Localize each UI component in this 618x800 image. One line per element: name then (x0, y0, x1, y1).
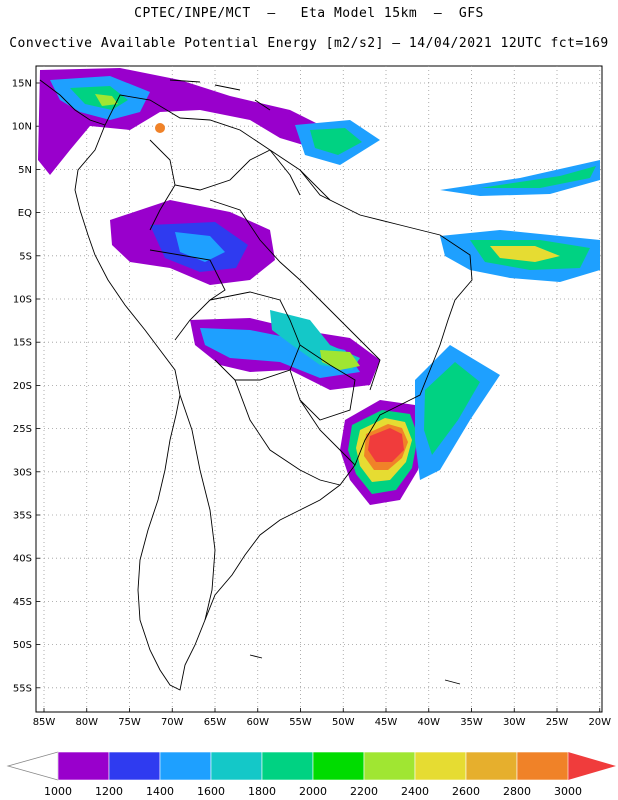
cape-region-caribbean-hot (95, 94, 118, 106)
caribbean-islands (169, 79, 271, 111)
lat-tick-label: 5N (18, 165, 32, 176)
central-america (39, 79, 106, 126)
lon-tick-label: 40W (417, 717, 440, 728)
colorbar-label: 1000 (44, 785, 72, 798)
cape-region-atlantic-south-inner (424, 362, 480, 455)
lon-tick-label: 85W (33, 717, 56, 728)
lon-tick-label: 55W (289, 717, 312, 728)
colorbar-swatch (516, 751, 569, 781)
cape-region-atlantic-east-hot (490, 246, 560, 262)
lat-tick-label: 15N (12, 79, 32, 90)
lat-tick-label: 30S (13, 467, 32, 478)
lon-tick-label: 65W (204, 717, 227, 728)
colorbar-label: 3000 (554, 785, 582, 798)
cape-field (38, 68, 600, 505)
map-frame (35, 65, 603, 713)
longitude-axis: 85W 80W 75W 70W 65W 60W 55W 50W 45W 40W 35W 30W 25W 2… (33, 717, 611, 728)
cape-spot-orange (155, 123, 165, 133)
colorbar-label: 1600 (197, 785, 225, 798)
border-argentina (234, 379, 356, 486)
lat-tick-label: 15S (13, 338, 32, 349)
colorbar-label: 2800 (503, 785, 531, 798)
colorbar-swatch (108, 751, 161, 781)
cape-region-amazon-inner (175, 232, 225, 262)
colorbar-right-arrow (568, 752, 616, 780)
lon-tick-label: 60W (246, 717, 269, 728)
border-brazil-west (209, 199, 381, 391)
colorbar: 1000 1200 1400 1600 1800 2000 2200 2400 2600 2800… (6, 751, 616, 798)
lon-tick-label: 45W (375, 717, 398, 728)
falkland-islands (249, 654, 461, 685)
lat-tick-label: 55S (13, 683, 32, 694)
colorbar-label: 1400 (146, 785, 174, 798)
border-chile (179, 394, 216, 621)
colorbar-label: 2000 (299, 785, 327, 798)
lat-tick-label: 50S (13, 640, 32, 651)
colorbar-swatch (312, 751, 365, 781)
colorbar-label: 1800 (248, 785, 276, 798)
lat-tick-label: EQ (18, 208, 32, 219)
cape-region-ne-coast-inner (310, 128, 362, 155)
lon-tick-label: 75W (118, 717, 141, 728)
colorbar-swatch (210, 751, 263, 781)
colorbar-left-arrow (6, 751, 59, 781)
cape-region-central-core (200, 328, 360, 378)
map-title-line1: CPTEC/INPE/MCT – Eta Model 15km – GFS (134, 6, 484, 21)
colorbar-swatch (363, 751, 416, 781)
border-guianas (269, 149, 331, 201)
lat-tick-label: 40S (13, 554, 32, 565)
colorbar-swatch (57, 751, 110, 781)
colorbar-swatch (159, 751, 212, 781)
map-title-line2: Convective Available Potential Energy [m… (9, 36, 609, 51)
lat-tick-label: 35S (13, 511, 32, 522)
lat-tick-label: 20S (13, 381, 32, 392)
lat-tick-label: 25S (13, 424, 32, 435)
colorbar-label: 2600 (452, 785, 480, 798)
lon-tick-label: 25W (546, 717, 569, 728)
lon-tick-label: 70W (161, 717, 184, 728)
lat-tick-label: 45S (13, 597, 32, 608)
colorbar-swatch (261, 751, 314, 781)
cape-region-south-core (368, 428, 404, 462)
colorbar-swatch (414, 751, 467, 781)
border-peru (149, 249, 226, 341)
lat-tick-label: 10S (13, 295, 32, 306)
cape-region-atlantic-north-inner (480, 166, 596, 188)
lon-tick-label: 20W (588, 717, 611, 728)
cape-region-atlantic-north (440, 160, 600, 196)
latitude-axis: 15N 10N 5N EQ 5S 10S 15S 20S 25S 30S 35S 40S 45S 50S 5… (12, 79, 32, 695)
colorbar-label: 2200 (350, 785, 378, 798)
south-america-coastline (74, 94, 473, 691)
colorbar-swatch (465, 751, 518, 781)
lon-tick-label: 50W (332, 717, 355, 728)
lat-tick-label: 5S (19, 251, 32, 262)
lat-tick-label: 10N (12, 122, 32, 133)
colorbar-label: 1200 (95, 785, 123, 798)
lon-tick-label: 35W (460, 717, 483, 728)
country-borders (39, 79, 473, 691)
border-colombia-venezuela (149, 139, 271, 231)
colorbar-label: 2400 (401, 785, 429, 798)
lon-tick-label: 30W (503, 717, 526, 728)
lon-tick-label: 80W (75, 717, 98, 728)
